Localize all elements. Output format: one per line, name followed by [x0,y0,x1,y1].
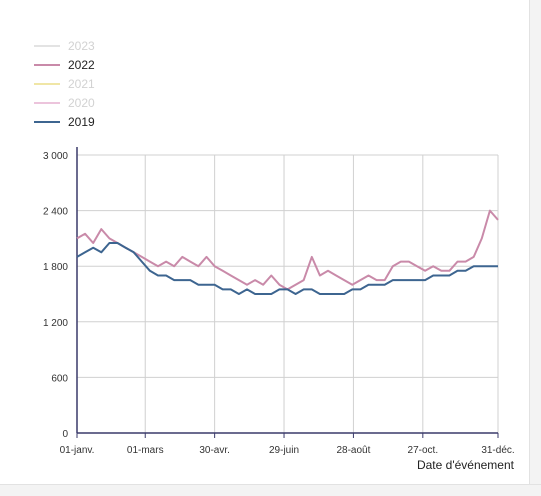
x-tick-label: 01-mars [127,445,164,456]
window-frame-right [529,0,541,495]
y-tick-label: 0 [62,429,68,440]
chart-legend: 2023 2022 2021 2020 2019 [34,36,95,131]
legend-label: 2021 [68,76,95,91]
x-axis-title: Date d'événement [417,458,515,472]
legend-swatch [34,120,60,123]
y-tick-label: 600 [51,373,68,384]
x-tick-label: 27-oct. [408,445,439,456]
x-tick-label: 29-juin [269,445,299,456]
legend-item-2020[interactable]: 2020 [34,93,95,112]
series-line-2019 [76,242,498,295]
x-tick-label: 31-déc. [481,445,514,456]
legend-swatch [34,63,60,66]
legend-label: 2020 [68,95,95,110]
legend-item-2021[interactable]: 2021 [34,74,95,93]
series-line-2022 [76,209,499,291]
window-frame-bottom [0,484,541,496]
x-tick-label: 30-avr. [199,445,230,456]
legend-swatch [34,101,60,104]
x-tick-label: 01-janv. [60,445,95,456]
y-tick-label: 2 400 [43,207,68,218]
x-tick-label: 28-août [336,445,370,456]
legend-swatch [34,82,60,85]
y-tick-label: 3 000 [43,151,68,162]
legend-label: 2022 [68,57,95,72]
legend-item-2023[interactable]: 2023 [34,36,95,55]
legend-swatch [34,44,60,47]
legend-item-2022[interactable]: 2022 [34,55,95,74]
y-tick-label: 1 200 [43,318,68,329]
legend-label: 2023 [68,38,95,53]
legend-label: 2019 [68,114,95,129]
y-tick-label: 1 800 [43,262,68,273]
legend-item-2019[interactable]: 2019 [34,112,95,131]
